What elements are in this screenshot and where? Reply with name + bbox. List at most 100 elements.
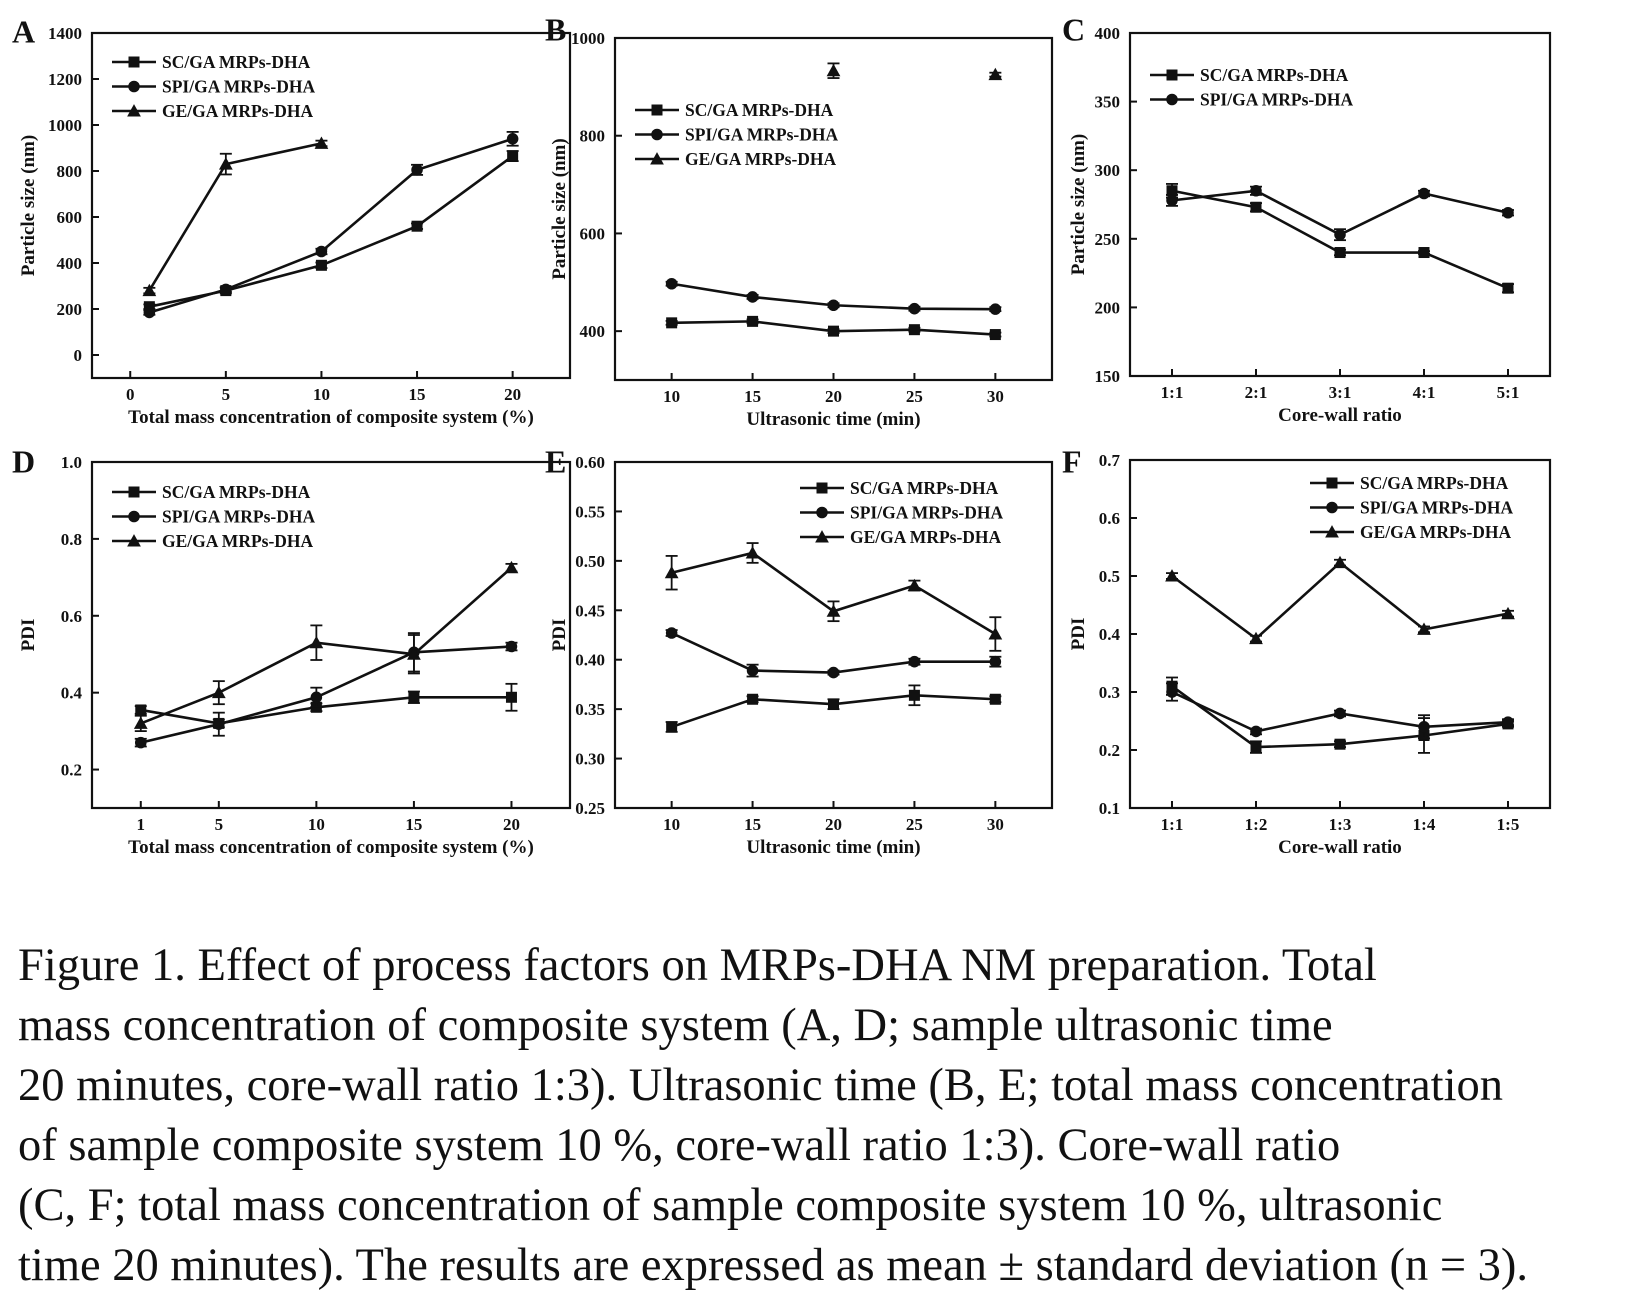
y-tick-label: 0 [74, 346, 83, 365]
triangle-marker [218, 157, 233, 170]
x-tick-label: 1:1 [1161, 383, 1184, 402]
series-triangle [664, 542, 1003, 652]
y-tick-label: 1200 [48, 70, 82, 89]
y-tick-label: 0.8 [61, 530, 82, 549]
x-axis-label: Total mass concentration of composite sy… [128, 407, 534, 428]
y-tick-label: 250 [1095, 230, 1121, 249]
legend-label: GE/GA MRPs-DHA [162, 101, 314, 121]
x-tick-label: 30 [987, 815, 1004, 834]
circle-marker [1166, 686, 1178, 698]
y-tick-label: 1000 [48, 116, 82, 135]
legend-label: SPI/GA MRPs-DHA [162, 77, 315, 97]
series-circle [143, 130, 519, 319]
x-axis-label: Total mass concentration of composite sy… [128, 837, 534, 858]
circle-marker [411, 164, 423, 176]
legend: SC/GA MRPs-DHA SPI/GA MRPs-DHA GE/GA MRPs-… [800, 478, 1003, 547]
legend-label: SPI/GA MRPs-DHA [685, 125, 838, 145]
y-tick-label: 0.25 [575, 799, 605, 818]
caption-line: 20 minutes, core-wall ratio 1:3). Ultras… [18, 1060, 1504, 1111]
square-marker [828, 325, 839, 337]
legend-label: GE/GA MRPs-DHA [850, 527, 1002, 547]
triangle-marker [1333, 555, 1347, 569]
y-tick-label: 0.50 [575, 552, 605, 571]
square-marker [1334, 247, 1346, 259]
x-tick-label: 1:5 [1497, 815, 1520, 834]
triangle-marker [907, 578, 922, 592]
y-tick-label: 0.4 [1099, 625, 1121, 644]
y-tick-label: 0.45 [575, 601, 605, 620]
triangle-marker [142, 283, 157, 297]
circle-marker [220, 283, 232, 296]
triangle-marker [504, 560, 519, 574]
circle-marker [128, 80, 140, 93]
y-tick-label: 0.5 [1099, 567, 1120, 586]
square-marker [408, 691, 420, 703]
x-tick-label: 10 [308, 815, 325, 834]
chart-panel-c: C 1:1 2:1 3:1 4:1 5:1 150 200 250 300 350 400 Core-w… [1062, 11, 1552, 426]
square-marker [651, 104, 663, 116]
circle-marker [827, 666, 840, 679]
panel-label: E [545, 443, 566, 479]
y-tick-label: 800 [57, 162, 83, 181]
square-marker [908, 324, 920, 336]
x-tick-label: 1:3 [1329, 815, 1352, 834]
triangle-marker [127, 534, 141, 547]
x-tick-label: 1 [137, 815, 146, 834]
square-marker [666, 721, 678, 733]
x-tick-label: 2:1 [1245, 383, 1268, 402]
square-marker [989, 329, 1001, 341]
circle-marker [746, 291, 759, 303]
y-tick-label: 0.6 [61, 607, 82, 626]
square-marker [1326, 477, 1338, 489]
x-tick-label: 30 [987, 387, 1004, 406]
series-square [134, 682, 518, 729]
x-tick-label: 3:1 [1329, 383, 1352, 402]
legend: SC/GA MRPs-DHA SPI/GA MRPs-DHA [1150, 65, 1353, 110]
square-marker [828, 698, 839, 710]
panel-label: B [545, 11, 566, 47]
x-tick-label: 1:2 [1245, 815, 1268, 834]
panel-label: C [1062, 11, 1085, 47]
caption-line: mass concentration of composite system (… [18, 1000, 1333, 1051]
triangle-marker [1249, 631, 1263, 645]
legend-label: GE/GA MRPs-DHA [162, 531, 314, 551]
square-marker [1166, 69, 1178, 81]
series-circle [1166, 185, 1514, 242]
x-tick-label: 15 [405, 815, 422, 834]
square-marker [411, 220, 423, 232]
circle-marker [1166, 194, 1178, 207]
legend: SC/GA MRPs-DHA SPI/GA MRPs-DHA GE/GA MRPs-… [112, 482, 315, 551]
y-tick-label: 200 [57, 300, 83, 319]
x-tick-label: 0 [126, 385, 135, 404]
y-tick-label: 350 [1095, 93, 1121, 112]
square-marker [315, 259, 327, 271]
plot-frame [90, 31, 572, 380]
y-tick-label: 0.2 [61, 761, 82, 780]
panel-label: F [1062, 443, 1082, 479]
square-marker [128, 56, 140, 68]
series-line [1171, 189, 1509, 237]
legend-label: SC/GA MRPs-DHA [162, 482, 311, 502]
legend: SC/GA MRPs-DHA SPI/GA MRPs-DHA GE/GA MRPs-… [1310, 473, 1513, 542]
figure-panels: A0 5 10 15 200200400600800100012001400Total … [12, 11, 1552, 858]
y-tick-label: 800 [580, 127, 606, 146]
square-marker [1166, 185, 1178, 197]
legend-label: SC/GA MRPs-DHA [1200, 65, 1349, 85]
x-tick-label: 25 [906, 387, 923, 406]
series-triangle [133, 560, 519, 733]
circle-marker [651, 128, 663, 141]
y-tick-label: 600 [57, 208, 83, 227]
circle-marker [746, 664, 759, 677]
series-square [665, 315, 1002, 341]
circle-marker [1334, 228, 1346, 241]
series-triangle [142, 136, 329, 297]
triangle-marker [988, 67, 1003, 81]
triangle-marker [309, 635, 324, 649]
x-tick-label: 5 [222, 385, 231, 404]
circle-marker [143, 306, 156, 319]
triangle-marker [664, 565, 679, 579]
circle-marker [315, 245, 328, 258]
chart-panel-f: F 1:1 1:2 1:3 1:4 1:5 0.1 0.2 0.3 0.4 0.5 0.6 0.7 Cor… [1062, 443, 1552, 858]
legend-label: GE/GA MRPs-DHA [685, 149, 837, 169]
legend-label: SPI/GA MRPs-DHA [850, 503, 1003, 523]
